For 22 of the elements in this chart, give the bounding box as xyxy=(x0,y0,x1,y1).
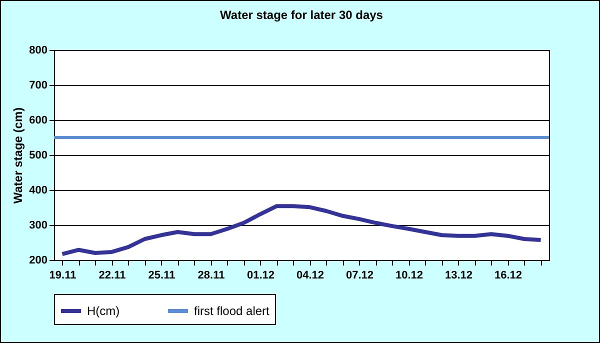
legend-label: H(cm) xyxy=(87,304,120,318)
y-tick-label: 200 xyxy=(29,254,48,266)
y-tick-label: 800 xyxy=(29,44,48,56)
legend-label: first flood alert xyxy=(194,304,270,318)
chart-title: Water stage for later 30 days xyxy=(220,8,384,22)
line-series xyxy=(60,204,543,256)
x-tick-label: 13.12 xyxy=(444,270,473,282)
y-tick-label: 600 xyxy=(29,114,48,126)
y-axis-title: Water stage (cm) xyxy=(11,107,26,204)
x-tick-label: 07.12 xyxy=(346,270,374,282)
x-tick-label: 04.12 xyxy=(296,270,324,282)
x-tick-label: 19.11 xyxy=(49,270,76,282)
x-tick-label: 10.12 xyxy=(395,270,424,282)
y-tick-label: 400 xyxy=(29,184,48,196)
y-tick-label: 700 xyxy=(29,80,48,92)
x-tick-label: 28.11 xyxy=(198,270,225,282)
x-tick-label: 25.11 xyxy=(148,270,176,282)
x-tick-label: 22.11 xyxy=(98,270,126,282)
x-tick-label: 01.12 xyxy=(246,270,275,282)
x-tick-label: 16.12 xyxy=(494,270,522,282)
y-tick-label: 300 xyxy=(29,220,48,232)
y-tick-label: 500 xyxy=(29,150,48,162)
